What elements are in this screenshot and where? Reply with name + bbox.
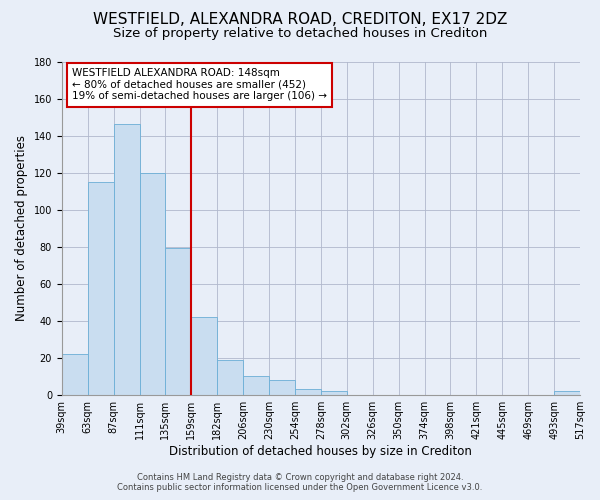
X-axis label: Distribution of detached houses by size in Crediton: Distribution of detached houses by size … <box>169 444 472 458</box>
Bar <box>88 182 113 394</box>
Text: Size of property relative to detached houses in Crediton: Size of property relative to detached ho… <box>113 28 487 40</box>
Bar <box>321 391 347 394</box>
Y-axis label: Number of detached properties: Number of detached properties <box>15 135 28 321</box>
Bar <box>217 360 243 394</box>
Bar <box>140 172 166 394</box>
Bar <box>62 354 88 395</box>
Bar <box>191 317 217 394</box>
Bar <box>295 389 321 394</box>
Text: WESTFIELD ALEXANDRA ROAD: 148sqm
← 80% of detached houses are smaller (452)
19% : WESTFIELD ALEXANDRA ROAD: 148sqm ← 80% o… <box>72 68 327 102</box>
Bar <box>269 380 295 394</box>
Text: Contains HM Land Registry data © Crown copyright and database right 2024.
Contai: Contains HM Land Registry data © Crown c… <box>118 473 482 492</box>
Bar <box>113 124 140 394</box>
Bar <box>554 391 580 394</box>
Bar <box>166 248 191 394</box>
Text: WESTFIELD, ALEXANDRA ROAD, CREDITON, EX17 2DZ: WESTFIELD, ALEXANDRA ROAD, CREDITON, EX1… <box>93 12 507 28</box>
Bar <box>243 376 269 394</box>
